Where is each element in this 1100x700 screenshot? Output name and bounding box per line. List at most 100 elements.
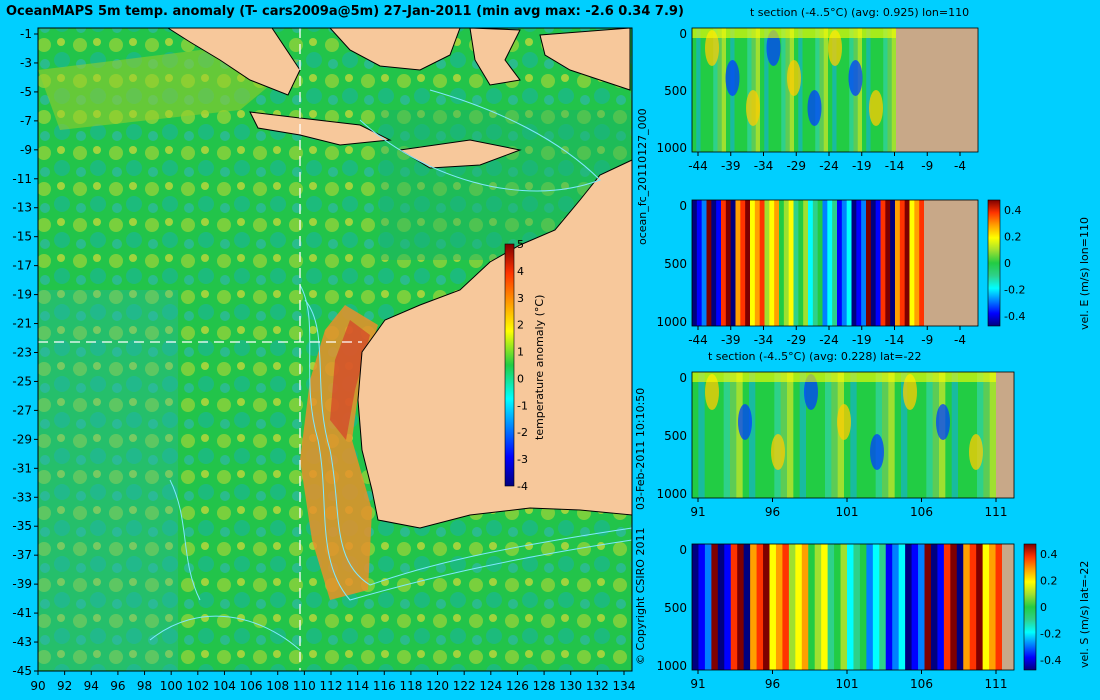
- section-column: [870, 28, 876, 152]
- section-column: [879, 544, 887, 670]
- position-tick-label: -44: [688, 333, 708, 347]
- section-column: [845, 28, 850, 152]
- section-column: [716, 200, 722, 326]
- section-column: [783, 200, 790, 326]
- depth-tick-label: 500: [664, 257, 687, 271]
- warm-current: [300, 305, 378, 600]
- colorbar-tick-label: 3: [517, 292, 524, 305]
- section-column: [785, 28, 791, 152]
- section-column: [713, 28, 718, 152]
- section-column: [763, 544, 770, 670]
- position-tick-label: -4: [954, 333, 966, 347]
- vel-s-colorbar-label: vel. S (m/s) lat=-22: [1078, 560, 1091, 668]
- velocity-tick-label: 0: [1040, 601, 1047, 614]
- lat-tick-label: -9: [20, 143, 32, 157]
- lon-tick-label: 130: [559, 679, 582, 693]
- lon-tick-label: 124: [479, 679, 502, 693]
- velocity-tick-label: -0.2: [1040, 628, 1061, 641]
- section-column: [958, 372, 965, 498]
- lon-tick-label: 122: [453, 679, 476, 693]
- section-column: [861, 200, 867, 326]
- section-column: [840, 28, 846, 152]
- forecast-id-label: ocean_fc_20110127_000: [636, 108, 649, 245]
- section-column: [856, 200, 862, 326]
- velocity-tick-label: 0.2: [1004, 231, 1022, 244]
- section-column: [772, 28, 778, 152]
- position-tick-label: -34: [754, 159, 774, 173]
- lon-tick-label: 98: [137, 679, 152, 693]
- colorbar-tick-label: -3: [517, 453, 528, 466]
- position-tick-label: -9: [921, 333, 933, 347]
- temperature-colorbar: 5 4 3 2 1 0 -1 -2 -3 -4: [504, 238, 528, 493]
- section-column: [745, 200, 751, 326]
- lat-tick-label: -17: [12, 259, 32, 273]
- section-column: [706, 200, 712, 326]
- section-column: [798, 200, 804, 326]
- velocity-tick-label: -0.4: [1004, 310, 1025, 323]
- position-tick-label: 101: [836, 505, 859, 519]
- position-tick-label: -29: [786, 333, 806, 347]
- section-column: [964, 372, 972, 498]
- position-tick-label: -39: [721, 159, 741, 173]
- section-column: [891, 28, 897, 152]
- section-column: [806, 28, 812, 152]
- position-tick-label: -14: [885, 333, 905, 347]
- section-anomaly: [969, 434, 983, 470]
- section-column: [696, 200, 703, 326]
- section-column: [764, 28, 769, 152]
- section-column: [874, 28, 880, 152]
- lat-tick-label: -25: [12, 374, 32, 388]
- section-column: [704, 544, 712, 670]
- lat-tick-label: -23: [12, 346, 32, 360]
- section-column: [892, 544, 900, 670]
- section-column: [709, 28, 714, 152]
- section-column: [777, 28, 782, 152]
- lat-tick-label: -37: [12, 548, 32, 562]
- section-column: [802, 28, 808, 152]
- section-column: [872, 544, 880, 670]
- section-column: [951, 372, 959, 498]
- depth-tick-label: 0: [679, 199, 687, 213]
- section-column: [798, 28, 803, 152]
- section-column: [782, 544, 790, 670]
- section-column: [737, 544, 745, 670]
- section-anomaly: [725, 60, 740, 96]
- section-column: [846, 200, 852, 326]
- section-anomaly: [771, 434, 785, 470]
- depth-tick-label: 0: [679, 371, 687, 385]
- lat-tick-label: -19: [12, 288, 32, 302]
- section-column: [863, 372, 870, 498]
- section-column: [700, 28, 706, 152]
- section-column: [692, 372, 699, 498]
- depth-tick-label: 0: [679, 543, 687, 557]
- section-anomaly: [787, 60, 801, 96]
- section-anomaly: [766, 30, 781, 66]
- section-column: [738, 28, 744, 152]
- lon-tick-label: 116: [373, 679, 396, 693]
- velocity-colorbar: [987, 199, 1001, 327]
- section-column: [882, 372, 889, 498]
- section-column: [781, 28, 786, 152]
- position-tick-label: -24: [819, 333, 839, 347]
- section-anomaly: [828, 30, 842, 66]
- section-column: [823, 28, 829, 152]
- panel-t-lon: 0 500 1000-44 -39 -34 -29 -24 -19 -14 -9 -4: [656, 27, 979, 173]
- section-column: [918, 544, 925, 670]
- lat-tick-label: -33: [12, 490, 32, 504]
- section-column: [725, 200, 732, 326]
- position-tick-label: -9: [921, 159, 933, 173]
- section-column: [841, 200, 848, 326]
- position-tick-label: -29: [786, 159, 806, 173]
- section-column: [904, 200, 910, 326]
- lat-tick-label: -7: [20, 114, 32, 128]
- lon-tick-label: 102: [186, 679, 209, 693]
- colorbar-tick-label: -2: [517, 426, 528, 439]
- section-column: [853, 544, 861, 670]
- section-column: [756, 544, 764, 670]
- section-column: [943, 544, 951, 670]
- section-column: [698, 372, 706, 498]
- section-column: [879, 28, 884, 152]
- section-column: [989, 372, 997, 498]
- section-column: [787, 372, 794, 498]
